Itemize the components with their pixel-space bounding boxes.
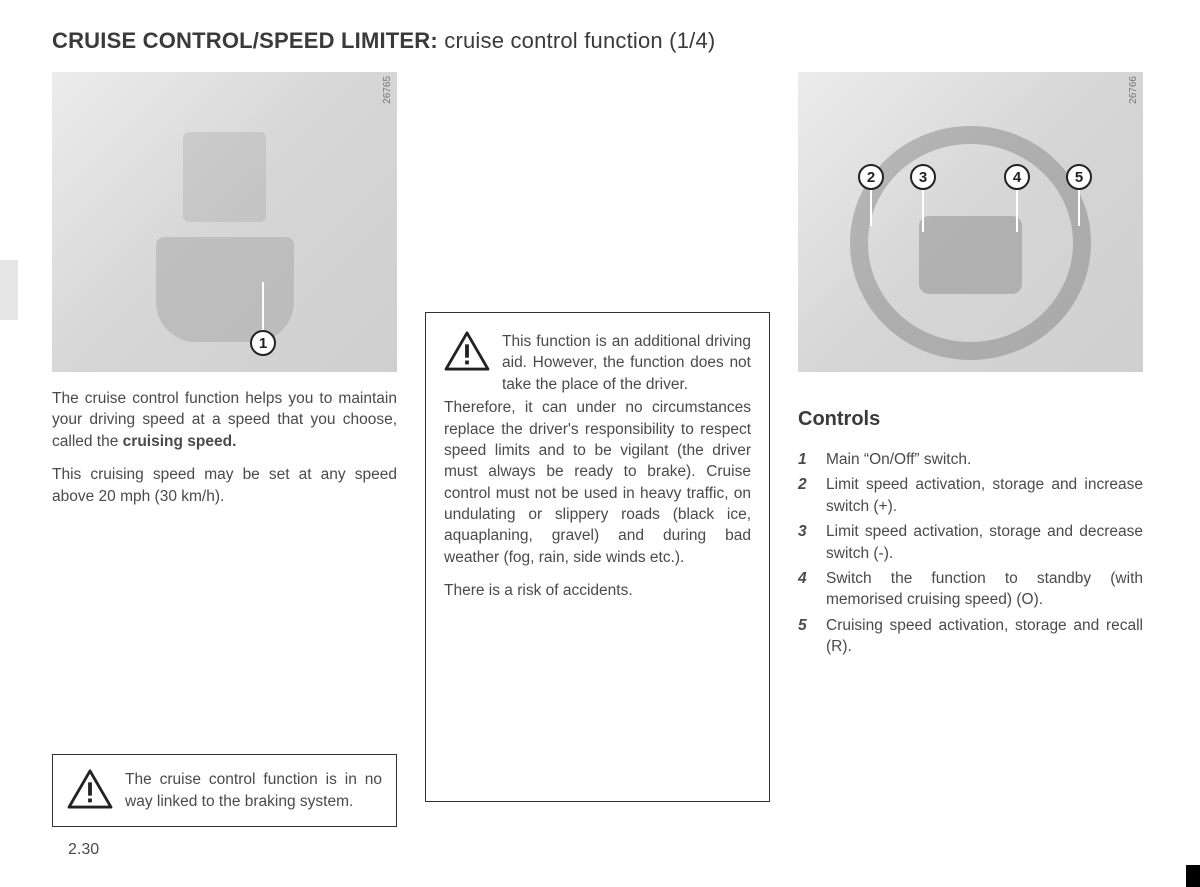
warning-text: The cruise control function is in no way… bbox=[125, 769, 382, 812]
text-bold: cruising speed. bbox=[123, 433, 237, 450]
warning-icon bbox=[67, 769, 113, 809]
controls-heading: Controls bbox=[798, 408, 1143, 431]
warning-risk: There is a risk of accidents. bbox=[444, 580, 751, 601]
column-2: This function is an additional driving a… bbox=[425, 72, 770, 887]
wheel-hub bbox=[919, 216, 1023, 294]
warning-body: Therefore, it can under no circumstances… bbox=[444, 397, 751, 568]
column-3: 26766 2 3 4 5 Controls 1Main “On/Off” sw… bbox=[798, 72, 1143, 887]
manual-page: CRUISE CONTROL/SPEED LIMITER: cruise con… bbox=[0, 0, 1200, 887]
columns: 26765 1 The cruise control function help… bbox=[52, 72, 1148, 887]
list-item: 3Limit speed activation, storage and dec… bbox=[798, 521, 1143, 564]
callout-label: 3 bbox=[919, 169, 927, 186]
callout-3: 3 bbox=[910, 164, 936, 190]
figure-shade bbox=[183, 132, 266, 222]
section-tab bbox=[0, 260, 18, 320]
callout-label: 5 bbox=[1075, 169, 1083, 186]
warning-top-row: This function is an additional driving a… bbox=[444, 331, 751, 395]
title-light: cruise control function bbox=[438, 28, 669, 53]
warning-icon bbox=[444, 331, 490, 371]
item-num: 5 bbox=[798, 615, 826, 658]
item-num: 1 bbox=[798, 449, 826, 470]
title-bold: CRUISE CONTROL/SPEED LIMITER: bbox=[52, 28, 438, 53]
column-1: 26765 1 The cruise control function help… bbox=[52, 72, 397, 887]
page-title: CRUISE CONTROL/SPEED LIMITER: cruise con… bbox=[52, 28, 1148, 54]
corner-crop-mark bbox=[1186, 865, 1200, 887]
list-item: 2Limit speed activation, storage and inc… bbox=[798, 474, 1143, 517]
callout-line bbox=[1016, 190, 1018, 232]
callout-label: 2 bbox=[867, 169, 875, 186]
callout-1: 1 bbox=[250, 330, 276, 356]
figure-steering-wheel: 26766 2 3 4 5 bbox=[798, 72, 1143, 372]
warning-box-braking: The cruise control function is in no way… bbox=[52, 754, 397, 827]
list-item: 1Main “On/Off” switch. bbox=[798, 449, 1143, 470]
item-text: Cruising speed activation, storage and r… bbox=[826, 615, 1143, 658]
figure-shade bbox=[156, 237, 294, 342]
item-text: Limit speed activation, storage and incr… bbox=[826, 474, 1143, 517]
callout-line bbox=[870, 190, 872, 226]
item-text: Main “On/Off” switch. bbox=[826, 449, 1143, 470]
callout-label: 4 bbox=[1013, 169, 1021, 186]
warning-lead-wrap: This function is an additional driving a… bbox=[502, 331, 751, 395]
item-num: 2 bbox=[798, 474, 826, 517]
callout-2: 2 bbox=[858, 164, 884, 190]
callout-line bbox=[262, 282, 264, 332]
callout-line bbox=[1078, 190, 1080, 226]
item-num: 3 bbox=[798, 521, 826, 564]
item-num: 4 bbox=[798, 568, 826, 611]
page-number: 2.30 bbox=[68, 841, 99, 859]
figure-console: 26765 1 bbox=[52, 72, 397, 372]
intro-paragraph-2: This cruising speed may be set at any sp… bbox=[52, 464, 397, 507]
callout-4: 4 bbox=[1004, 164, 1030, 190]
controls-list: 1Main “On/Off” switch. 2Limit speed acti… bbox=[798, 449, 1143, 661]
warning-box-main: This function is an additional driving a… bbox=[425, 312, 770, 802]
callout-5: 5 bbox=[1066, 164, 1092, 190]
callout-line bbox=[922, 190, 924, 232]
figure-ref: 26766 bbox=[1128, 76, 1139, 104]
warning-lead: This function is an additional driving a… bbox=[502, 331, 751, 395]
list-item: 4Switch the function to standby (with me… bbox=[798, 568, 1143, 611]
item-text: Switch the function to standby (with mem… bbox=[826, 568, 1143, 611]
title-pagecount: (1/4) bbox=[669, 28, 715, 53]
item-text: Limit speed activation, storage and decr… bbox=[826, 521, 1143, 564]
callout-label: 1 bbox=[259, 335, 267, 352]
spacer bbox=[425, 72, 770, 312]
figure-ref: 26765 bbox=[382, 76, 393, 104]
list-item: 5Cruising speed activation, storage and … bbox=[798, 615, 1143, 658]
intro-paragraph-1: The cruise control function helps you to… bbox=[52, 388, 397, 452]
